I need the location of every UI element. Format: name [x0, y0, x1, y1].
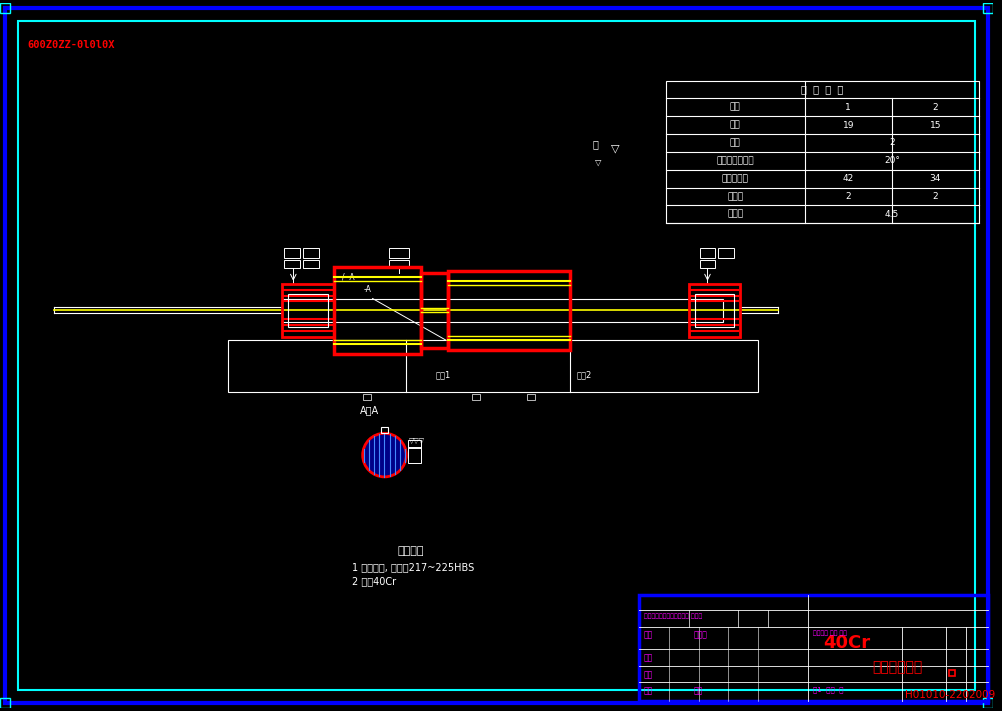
Text: 19: 19 [843, 121, 854, 129]
Bar [421, 273, 448, 348]
Text: 2: 2 [933, 103, 938, 112]
Text: 1: 1 [846, 103, 851, 112]
Text: ▽: ▽ [611, 144, 620, 154]
Text: 工艺: 工艺 [644, 686, 653, 695]
Bar [304, 248, 319, 258]
Text: 分度圆直径: 分度圆直径 [721, 174, 748, 183]
Text: 齿全高: 齿全高 [727, 210, 743, 219]
Bar [285, 248, 301, 258]
Bar [0, 698, 10, 707]
Text: 变速器中间轴: 变速器中间轴 [873, 661, 923, 675]
Bar [0, 4, 10, 13]
Bar [304, 260, 319, 268]
Text: / ·A: / ·A [342, 273, 355, 282]
Bar [408, 440, 421, 448]
Text: 标准化: 标准化 [693, 631, 707, 639]
Text: 齿  轮  参  数: 齿 轮 参 数 [802, 85, 844, 95]
Bar [472, 394, 480, 400]
Text: 600Z0ZZ-0l0l0X: 600Z0ZZ-0l0l0X [28, 40, 115, 50]
Text: 原始齿形压力角: 原始齿形压力角 [716, 156, 755, 165]
Text: 共1  张第  张: 共1 张第 张 [813, 686, 843, 693]
Text: 1 调质处理, 硬度为217~225HBS: 1 调质处理, 硬度为217~225HBS [352, 562, 474, 572]
Text: 米: 米 [592, 139, 598, 149]
Bar [666, 80, 979, 223]
Bar [285, 260, 301, 268]
Bar [390, 260, 409, 268]
Text: 4.5: 4.5 [885, 210, 899, 219]
Text: 齿顶高: 齿顶高 [727, 192, 743, 201]
Bar [949, 670, 955, 676]
Bar [363, 394, 371, 400]
Text: 2: 2 [889, 139, 895, 147]
Text: H01010-2202009: H01010-2202009 [905, 690, 995, 700]
Text: 42: 42 [843, 174, 854, 183]
Circle shape [363, 433, 406, 477]
Bar [688, 284, 740, 337]
Bar [699, 260, 715, 268]
Bar [283, 299, 723, 322]
Text: 批准: 批准 [693, 686, 702, 695]
Text: 20°: 20° [884, 156, 900, 165]
Bar [983, 4, 993, 13]
Text: 40Cr: 40Cr [824, 634, 871, 653]
Text: 齿圈: 齿圈 [729, 103, 740, 112]
Text: 阶段标记 重量 比例: 阶段标记 重量 比例 [813, 631, 847, 636]
Bar [983, 698, 993, 707]
Bar [694, 294, 734, 327]
Bar [408, 447, 421, 463]
Bar [639, 595, 988, 701]
Text: -A: -A [364, 284, 372, 294]
Text: A－A: A－A [360, 405, 379, 415]
Text: 标记处更改区更改文件编号 年月日: 标记处更改区更改文件编号 年月日 [644, 614, 702, 619]
Text: ▽▽▽: ▽▽▽ [409, 438, 426, 444]
Bar [289, 294, 328, 327]
Bar [448, 271, 570, 350]
Bar [718, 248, 734, 258]
Text: 齿轶2: 齿轶2 [577, 371, 592, 380]
Text: 审核: 审核 [644, 670, 653, 679]
Text: 技术要求: 技术要求 [398, 546, 425, 556]
Bar [334, 267, 421, 354]
Text: 2: 2 [846, 192, 851, 201]
Text: 2: 2 [933, 192, 938, 201]
Bar [283, 284, 334, 337]
Bar [390, 248, 409, 258]
Bar [227, 340, 759, 392]
Text: 齿轶1: 齿轶1 [435, 371, 451, 380]
Text: 模数: 模数 [729, 139, 740, 147]
Text: 审核: 审核 [644, 653, 653, 662]
Text: 2 材料40Cr: 2 材料40Cr [352, 576, 396, 586]
Text: 15: 15 [930, 121, 941, 129]
Text: ▽: ▽ [594, 158, 601, 167]
Text: 34: 34 [930, 174, 941, 183]
Bar [527, 394, 535, 400]
Text: 齿数: 齿数 [729, 121, 740, 129]
Text: 设计: 设计 [644, 631, 653, 639]
Bar [699, 248, 715, 258]
Bar [381, 427, 389, 433]
